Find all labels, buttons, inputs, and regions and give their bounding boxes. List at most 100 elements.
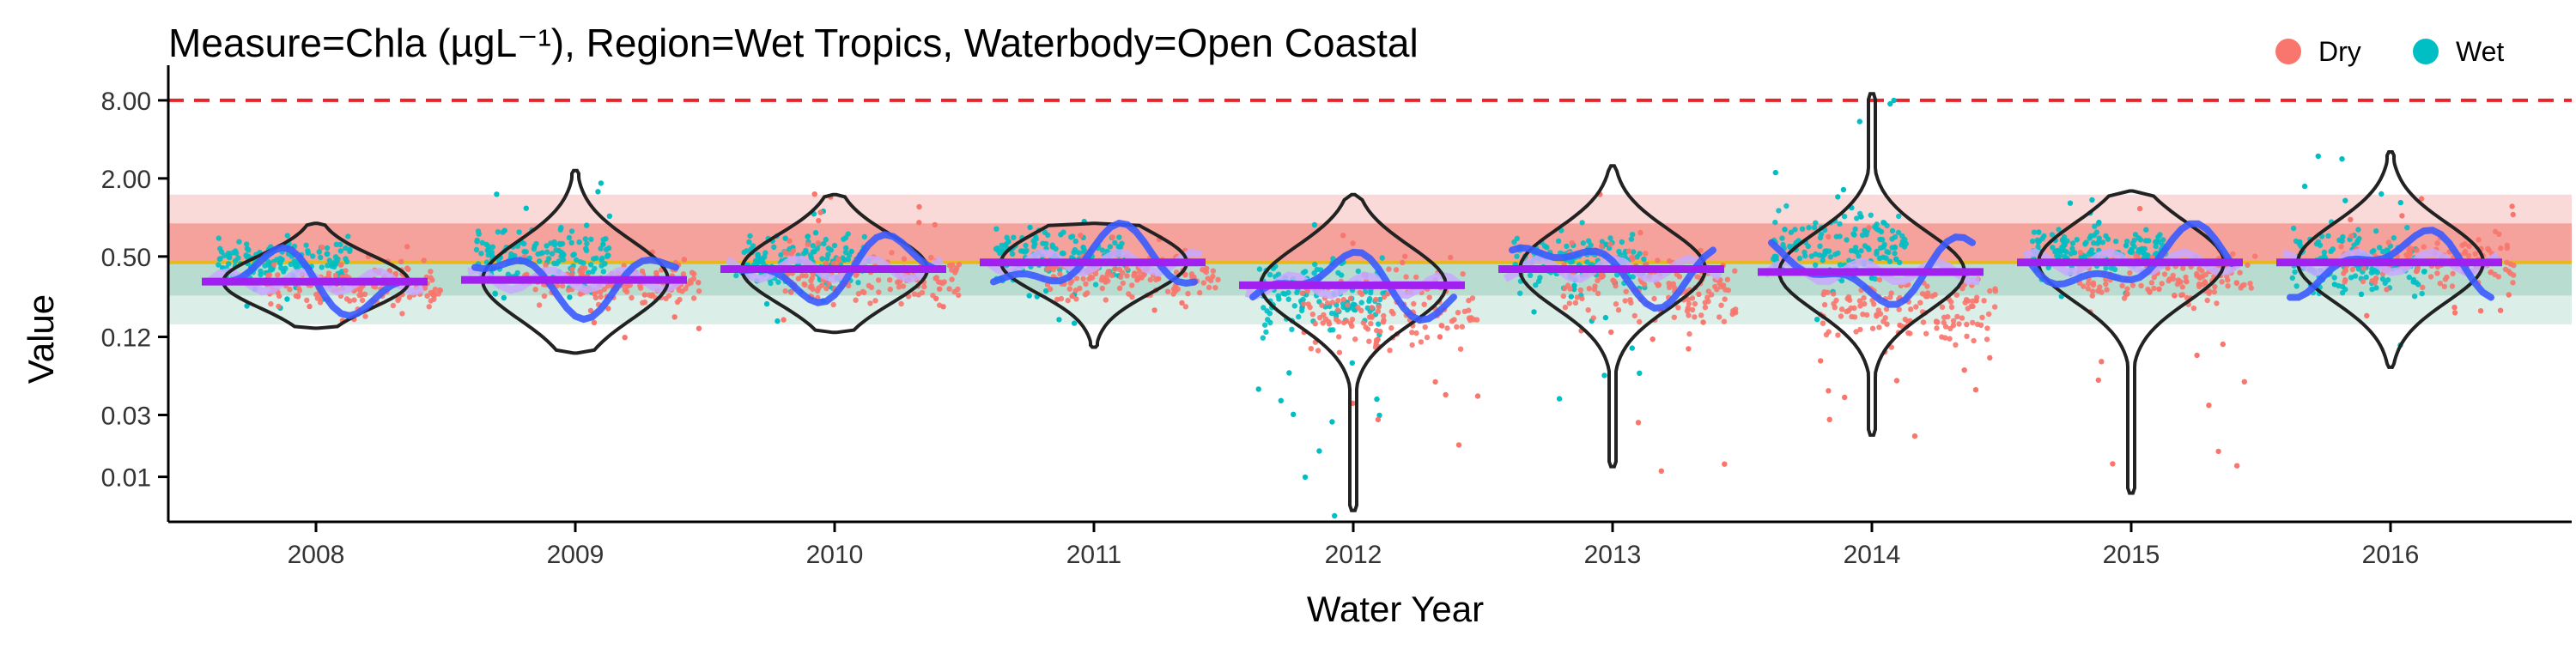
point-wet-2008 — [216, 235, 222, 241]
point-dry-2013 — [1705, 299, 1711, 305]
point-dry-2008 — [432, 286, 438, 293]
point-dry-2014 — [1832, 305, 1838, 311]
point-wet-2008 — [337, 248, 343, 254]
point-wet-2008 — [216, 256, 222, 263]
point-dry-2010 — [846, 282, 852, 289]
point-wet-2012 — [1367, 295, 1373, 302]
point-wet-2008 — [325, 263, 331, 269]
point-dry-2012 — [1444, 325, 1450, 331]
point-wet-2015 — [2132, 232, 2139, 238]
point-dry-2012 — [1388, 308, 1395, 315]
point-dry-2008 — [270, 262, 277, 268]
point-dry-2016 — [2510, 280, 2516, 286]
point-wet-2008 — [345, 233, 351, 239]
violin-2016 — [2295, 150, 2486, 369]
point-wet-2016 — [2379, 248, 2386, 255]
point-wet-2016 — [2379, 276, 2386, 282]
point-wet-2015 — [2143, 227, 2149, 233]
point-dry-2009 — [671, 314, 677, 320]
point-wet-2012 — [1312, 261, 1318, 268]
point-dry-2013 — [1675, 305, 1681, 311]
point-wet-2009 — [574, 257, 580, 263]
point-dry-2010 — [956, 292, 962, 299]
point-dry-2010 — [788, 289, 794, 295]
point-dry-2009 — [677, 296, 683, 303]
point-dry-2012 — [1454, 324, 1460, 330]
point-dry-2014 — [1888, 344, 1894, 350]
point-wet-2014 — [1872, 224, 1878, 230]
point-wet-2015 — [2035, 244, 2041, 250]
point-wet-2014 — [1852, 248, 1858, 254]
point-wet-2008 — [258, 268, 264, 275]
point-dry-2014 — [1965, 298, 1971, 304]
point-dry-2014 — [1978, 322, 1984, 328]
point-dry-2009 — [598, 294, 604, 300]
point-wet-2009 — [495, 229, 501, 235]
point-wet-2015 — [2141, 250, 2148, 257]
point-wet-2015 — [2056, 227, 2062, 233]
point-dry-2015 — [2151, 285, 2157, 292]
point-wet-2010 — [823, 236, 829, 243]
point-dry-2012 — [1474, 393, 1481, 399]
point-dry-2013 — [1671, 314, 1678, 320]
point-wet-2014 — [1805, 243, 1811, 250]
point-dry-2008 — [351, 297, 357, 303]
point-dry-2015 — [2099, 289, 2105, 295]
point-dry-2013 — [1686, 300, 1692, 307]
point-wet-2008 — [337, 241, 343, 248]
point-wet-2014 — [1772, 219, 1778, 226]
point-wet-2016 — [2355, 266, 2362, 272]
point-dry-2013 — [1613, 282, 1619, 289]
point-wet-2014 — [1889, 227, 1896, 234]
point-wet-2012 — [1275, 293, 1281, 299]
point-dry-2012 — [1369, 305, 1375, 311]
violin-2011 — [999, 221, 1189, 349]
point-dry-2014 — [1818, 358, 1824, 364]
point-dry-2011 — [1137, 269, 1143, 275]
point-dry-2011 — [1066, 286, 1073, 292]
point-dry-2010 — [810, 271, 817, 278]
point-dry-2015 — [2089, 288, 2096, 294]
point-wet-2016 — [2348, 275, 2354, 281]
point-dry-2012 — [1421, 301, 1427, 307]
point-dry-2011 — [1116, 285, 1123, 291]
point-wet-2013 — [1629, 345, 1636, 351]
point-dry-2014 — [1907, 330, 1913, 336]
point-dry-2010 — [808, 278, 814, 284]
point-dry-2009 — [541, 293, 548, 300]
point-dry-2014 — [1970, 319, 1976, 326]
point-wet-2016 — [2290, 225, 2297, 232]
point-wet-2009 — [558, 253, 564, 259]
point-wet-2015 — [2069, 240, 2076, 246]
point-dry-2012 — [1438, 323, 1444, 329]
point-dry-2010 — [933, 295, 939, 302]
point-dry-2012 — [1466, 297, 1472, 304]
point-dry-2015 — [2148, 280, 2155, 286]
y-axis-label: Value — [21, 294, 61, 384]
point-wet-2008 — [274, 257, 280, 263]
point-dry-2015 — [2180, 265, 2186, 271]
point-wet-2015 — [2157, 232, 2163, 238]
point-wet-2014 — [1813, 220, 1819, 226]
point-dry-2013 — [1666, 281, 1672, 287]
point-dry-2009 — [580, 268, 586, 274]
point-wet-2009 — [549, 251, 556, 257]
point-dry-2012 — [1460, 271, 1466, 277]
point-dry-2015 — [2197, 274, 2204, 280]
point-dry-2010 — [952, 269, 958, 276]
point-wet-2009 — [485, 251, 491, 258]
point-wet-2016 — [2330, 246, 2336, 252]
point-dry-2015 — [2230, 251, 2236, 257]
point-dry-2011 — [1124, 273, 1130, 279]
point-wet-2008 — [310, 253, 316, 259]
point-wet-2014 — [1892, 233, 1899, 240]
point-dry-2010 — [830, 301, 836, 308]
point-wet-2011 — [1076, 250, 1082, 256]
point-dry-2014 — [1831, 291, 1837, 297]
point-dry-2008 — [337, 262, 343, 268]
point-dry-2016 — [2498, 245, 2504, 251]
point-dry-2014 — [1866, 225, 1872, 231]
point-dry-2010 — [916, 220, 922, 226]
point-wet-2008 — [332, 254, 339, 260]
point-dry-2011 — [1103, 297, 1109, 303]
